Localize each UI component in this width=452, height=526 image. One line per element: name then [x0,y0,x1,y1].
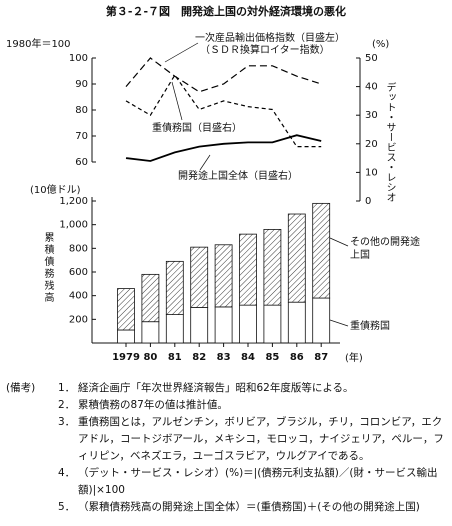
note-item: 2． 累積債務の87年の値は推計値。 [58,397,446,414]
bar-segment [117,329,135,344]
y-tick-label: 80 [75,105,88,116]
note-number: 1． [58,382,76,394]
y-tick-label: 100 [69,53,88,64]
series-label: 一次産品輸出価格指数（目盛左） [195,31,345,44]
bar-segment [287,213,306,303]
x-tick-label: 83 [217,352,231,363]
bar-segment [214,306,233,344]
note-number: 3． [58,416,76,428]
note-item: 5． （累積債務残高の開発途上国全体）＝(重債務国)＋(その他の開発途上国) [58,499,446,516]
bar-segment [117,288,135,331]
y2-tick-label: 20 [365,139,378,150]
charts: 第３-２-７図 開発途上国の対外経済環境の悪化 1980年＝100 (%) デッ… [6,4,396,364]
note-text: 累積債務の87年の値は推計値。 [78,399,228,411]
y2-tick-label: 40 [365,82,378,93]
x-axis-label: (年) [345,351,363,364]
bar-segment [165,260,184,316]
y2-unit: (%) [372,39,389,50]
series-line [125,74,322,148]
y-tick-label: 1,000 [59,220,88,231]
bar-segment [239,233,257,306]
note-text: （累積債務残高の開発途上国全体）＝(重債務国)＋(その他の開発途上国) [78,501,420,513]
y-tick-label: 90 [75,79,88,90]
x-tick-label: 86 [290,352,304,363]
legend-label: その他の開発途上国 [350,237,420,261]
leader [329,237,349,247]
bar-segment [165,314,184,344]
y2-axis-label: デット・サービス・レシオ [384,81,396,202]
notes-header-row: (備考) 1． 経済企画庁「年次世界経済報告」昭和62年度版等による。 2． 累積債務の… [6,380,446,516]
bar-segment [312,202,331,299]
note-text: 重債務国とは，アルゼンチン，ボリビア，ブラジル，チリ，コロンビア，エクアドル，コ… [78,416,444,462]
note-item: 1． 経済企画庁「年次世界経済報告」昭和62年度版等による。 [58,380,446,397]
bar-segment [141,321,160,344]
notes-label: (備考) [6,382,36,394]
y2-tick-label: 0 [365,196,371,207]
y-tick-label: 200 [69,314,88,325]
y-tick-label: 400 [69,291,88,302]
y-axis-label: 累積債務残高 [42,232,54,304]
series-line [125,57,322,93]
bar-segment [312,297,331,344]
bar-segment [190,307,209,344]
leader [164,42,199,63]
y-tick-label: 1,200 [59,196,88,207]
y-axis-label: 1980年＝100 [6,37,71,50]
note-text: 経済企画庁「年次世界経済報告」昭和62年度版等による。 [78,382,354,394]
y2-tick-label: 10 [365,167,378,178]
y-tick-label: 600 [69,267,88,278]
leader [329,319,349,327]
note-text: （デット・サービス・レシオ）(%)＝|(債務元利支払額)／(財・サービス輸出額)… [78,467,438,496]
note-number: 5． [58,501,76,513]
bar-segment [214,244,233,308]
x-tick-label: 84 [241,352,255,363]
leader [171,81,183,121]
bar-segment [239,304,257,344]
page-title: 第３-２-７図 開発途上国の対外経済環境の悪化 [106,4,346,18]
y-tick-label: 70 [75,131,88,142]
y-unit: (10億ドル) [30,183,81,196]
bar-segment [141,273,160,323]
bar-segment [190,246,209,308]
bar-segment [287,301,306,344]
notes-items: 1． 経済企画庁「年次世界経済報告」昭和62年度版等による。 2． 累積債務の87年の… [58,380,446,516]
bar-segment [263,228,282,306]
x-tick-label: 87 [314,352,328,363]
x-tick-label: 82 [192,352,206,363]
x-tick-label: 80 [143,352,157,363]
y-tick-label: 60 [75,157,88,168]
leader [199,154,211,171]
x-tick-label: 81 [168,352,182,363]
y2-tick-label: 30 [365,110,378,121]
series-label: 開発途上国全体（目盛右） [178,169,298,182]
series-line [125,134,322,162]
series-label: 重債務国（目盛右） [152,121,242,134]
note-number: 2． [58,399,76,411]
x-tick-label: 85 [265,352,279,363]
x-tick-label: 1979 [112,352,140,363]
note-item: 4． （デット・サービス・レシオ）(%)＝|(債務元利支払額)／(財・サービス輸出… [58,465,446,499]
notes: (備考) 1． 経済企画庁「年次世界経済報告」昭和62年度版等による。 2． 累積債務の… [6,380,446,516]
legend-label: 重債務国 [350,321,390,332]
annotation: （ＳＤＲ換算ロイター指数） [200,43,330,56]
note-number: 4． [58,467,76,479]
y-tick-label: 800 [69,243,88,254]
note-item: 3． 重債務国とは，アルゼンチン，ボリビア，ブラジル，チリ，コロンビア，エクアドル… [58,414,446,465]
bar-segment [263,304,282,344]
y2-tick-label: 50 [365,53,378,64]
